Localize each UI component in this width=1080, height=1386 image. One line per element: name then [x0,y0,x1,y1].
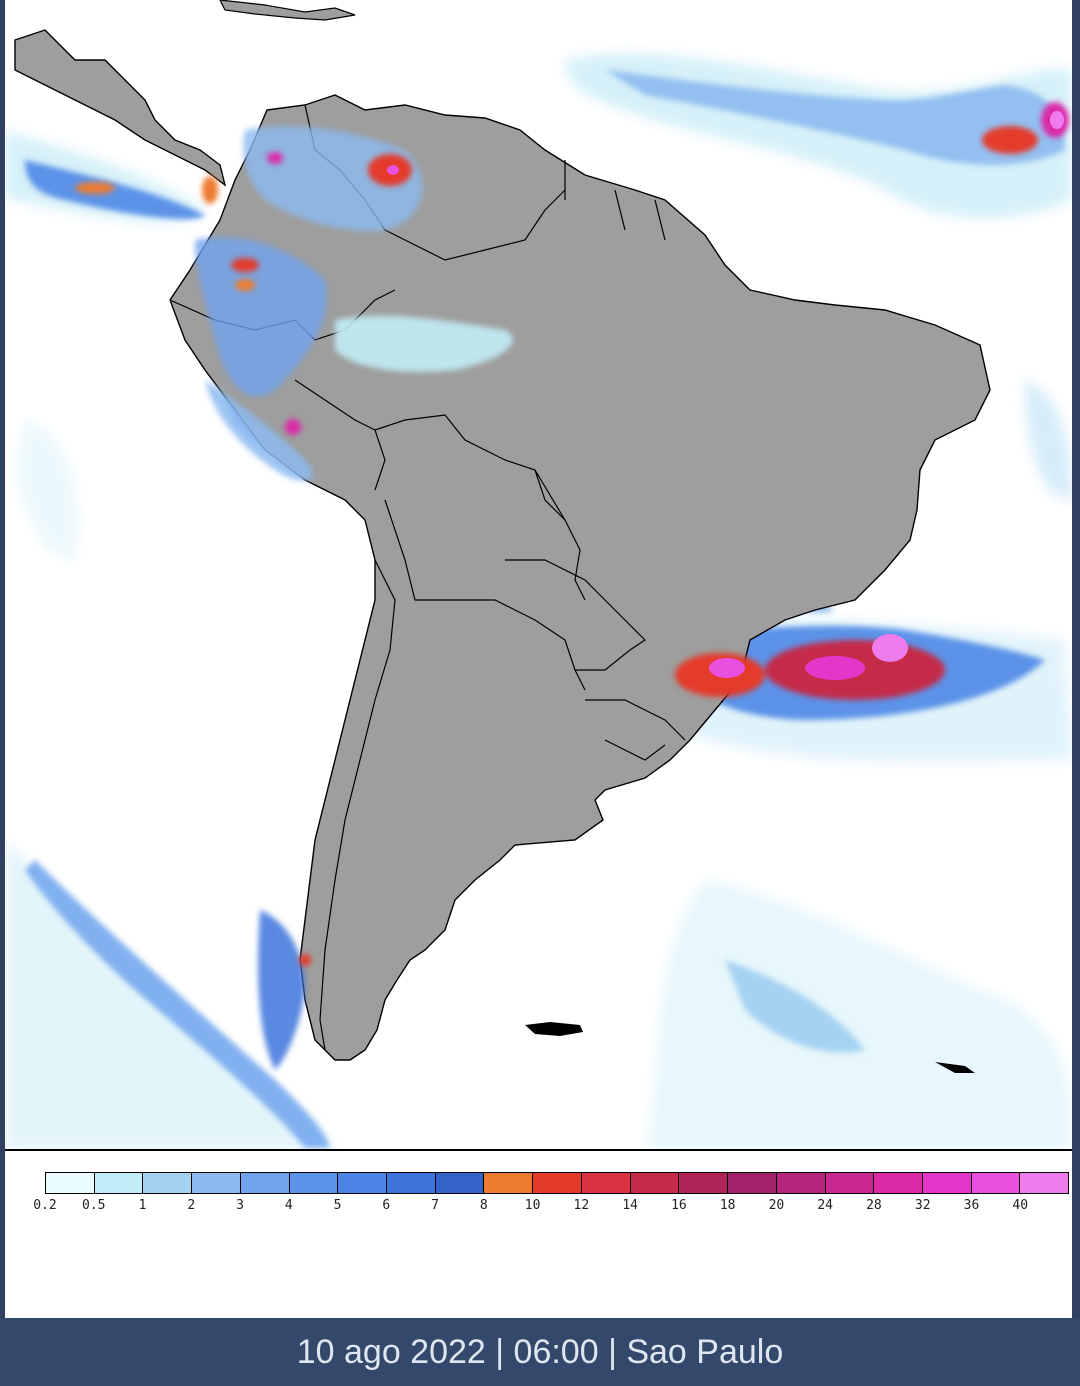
colorbar-swatch [484,1173,534,1193]
colorbar-swatch [435,1173,485,1193]
colorbar-tick-label: 4 [284,1198,293,1213]
caption-bar: 10 ago 2022 | 06:00 | Sao Paulo [0,1318,1080,1386]
colorbar-tick-label: 14 [622,1198,638,1213]
colorbar-swatch [192,1173,241,1193]
colorbar-swatch [728,1173,777,1193]
colorbar-swatch [240,1173,290,1193]
colorbar-swatch [776,1173,826,1193]
colorbar-swatch [874,1173,923,1193]
colorbar-tick-label: 0.2 [33,1198,57,1213]
colorbar-swatch [94,1173,144,1193]
colorbar-tick-label: 1 [138,1198,147,1213]
colorbar-tick-label: 40 [1012,1198,1029,1213]
colorbar-tick-label: 18 [719,1198,736,1213]
extreme-rain-cores [387,111,1064,680]
colorbar-swatch [922,1173,972,1193]
falkland-islands [525,1022,583,1036]
colorbar-tick-label: 32 [914,1198,931,1213]
colorbar-swatch [581,1173,631,1193]
colorbar-tick-label: 16 [671,1198,687,1213]
overland-rain [195,126,513,1070]
colorbar-ticks: 0.2 0.5 1 2 3 4 5 6 7 8 10 12 14 16 18 20 24 28 32 36 40 [33,1198,1069,1218]
colorbar-swatch [338,1173,388,1193]
caribbean-island [219,0,356,21]
colorbar-tick-label: 6 [382,1198,391,1213]
colorbar-tick-label: 24 [817,1198,834,1213]
colorbar-tick-label: 0.5 [82,1198,106,1213]
central-america-land [14,29,227,187]
colorbar-swatch [1020,1173,1069,1193]
colorbar-tick-label: 10 [524,1198,541,1213]
precipitation-map [5,0,1072,1150]
colorbar-tick-label: 5 [333,1198,342,1213]
colorbar-swatch [971,1173,1021,1193]
colorbar-swatch [679,1173,729,1193]
colorbar-swatch [387,1173,436,1193]
colorbar-tick-label: 7 [431,1198,440,1213]
colorbar-tick-label: 8 [479,1198,488,1213]
colorbar-tick-label: 12 [573,1198,590,1213]
colorbar-tick-label: 2 [187,1198,196,1213]
colorbar-swatch [533,1173,582,1193]
precipitation-colorbar [45,1172,1069,1194]
colorbar-swatch [143,1173,193,1193]
colorbar-swatch [630,1173,680,1193]
colorbar-tick-label: 3 [236,1198,244,1213]
viewer-frame: 0.2 0.5 1 2 3 4 5 6 7 8 10 12 14 16 18 20 24 28 32 36 40 [5,0,1072,1318]
colorbar-tick-label: 20 [768,1198,785,1213]
colorbar-tick-label: 36 [963,1198,980,1213]
caption-text: 10 ago 2022 | 06:00 | Sao Paulo [296,1332,784,1371]
map-bottom-border [5,1149,1072,1151]
south-georgia [935,1062,975,1073]
forecast-panel: 0.2 0.5 1 2 3 4 5 6 7 8 10 12 14 16 18 20 24 28 32 36 40 [5,0,1072,1318]
colorbar-swatch [46,1173,95,1193]
colorbar-swatch [825,1173,875,1193]
colorbar-swatch [289,1173,339,1193]
colorbar-tick-label: 28 [866,1198,882,1213]
